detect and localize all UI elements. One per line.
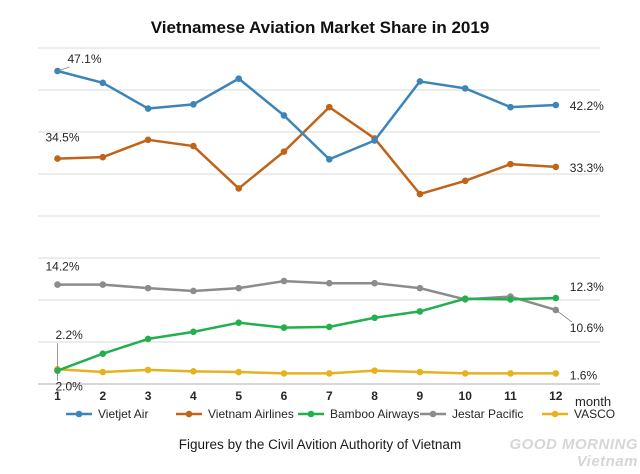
data-point bbox=[416, 368, 424, 376]
data-point bbox=[326, 323, 333, 331]
legend-label: Vietjet Air bbox=[98, 407, 148, 421]
data-point bbox=[371, 314, 378, 322]
legend-label: VASCO bbox=[574, 407, 615, 421]
data-point bbox=[507, 103, 514, 111]
chart-caption: Figures by the Civil Avition Authority o… bbox=[178, 437, 462, 452]
data-point bbox=[190, 328, 197, 336]
x-tick-label: 6 bbox=[281, 389, 288, 403]
data-point bbox=[326, 103, 333, 111]
data-point bbox=[280, 324, 288, 331]
data-point bbox=[99, 79, 107, 87]
data-point bbox=[144, 284, 152, 292]
legend-marker bbox=[429, 410, 437, 418]
series-line bbox=[57, 296, 556, 372]
data-point bbox=[280, 112, 288, 119]
x-axis-label: month bbox=[575, 394, 611, 409]
data-point bbox=[416, 190, 424, 198]
data-point bbox=[280, 148, 288, 155]
x-tick-label: 9 bbox=[417, 389, 424, 403]
data-point bbox=[190, 287, 197, 295]
series-line bbox=[57, 69, 556, 161]
data-point bbox=[371, 367, 378, 374]
data-label: 47.1% bbox=[68, 52, 102, 66]
data-point bbox=[280, 277, 288, 285]
data-point bbox=[190, 101, 197, 108]
data-label: 33.3% bbox=[570, 161, 604, 175]
data-point bbox=[552, 294, 560, 302]
data-point bbox=[190, 368, 197, 375]
data-point bbox=[371, 279, 378, 287]
data-point bbox=[99, 350, 107, 357]
data-point bbox=[552, 370, 560, 377]
chart-title: Vietnamese Aviation Market Share in 2019 bbox=[150, 18, 490, 37]
data-point bbox=[280, 370, 288, 377]
data-point bbox=[552, 101, 560, 109]
legend-label: Jestar Pacific bbox=[452, 407, 523, 421]
legend-marker bbox=[307, 410, 315, 418]
data-point bbox=[99, 368, 107, 376]
data-point bbox=[326, 370, 333, 377]
legend-label: Vietnam Airlines bbox=[208, 407, 294, 421]
data-label: 34.5% bbox=[46, 131, 80, 145]
x-tick-label: 1 bbox=[54, 389, 61, 403]
annotation-leader bbox=[555, 309, 573, 323]
data-point bbox=[144, 105, 152, 112]
x-tick-label: 4 bbox=[190, 389, 197, 403]
data-point bbox=[99, 153, 107, 161]
x-tick-label: 7 bbox=[326, 389, 333, 403]
legend-marker bbox=[75, 410, 83, 418]
data-point bbox=[552, 163, 560, 171]
data-point bbox=[235, 368, 242, 376]
x-tick-label: 3 bbox=[145, 389, 152, 403]
data-label: 12.3% bbox=[570, 280, 604, 294]
data-point bbox=[235, 75, 242, 82]
data-point bbox=[235, 319, 242, 326]
data-label: 1.6% bbox=[570, 368, 598, 382]
data-point bbox=[461, 295, 469, 303]
data-point bbox=[235, 284, 242, 292]
data-point bbox=[507, 296, 514, 303]
x-tick-label: 8 bbox=[371, 389, 378, 403]
data-point bbox=[461, 177, 469, 185]
legend-marker bbox=[551, 410, 559, 418]
data-point bbox=[326, 155, 333, 163]
series-line bbox=[57, 105, 556, 196]
data-point bbox=[416, 308, 424, 315]
series-line bbox=[57, 279, 557, 312]
data-point bbox=[99, 281, 107, 288]
annotation-leader bbox=[57, 66, 70, 72]
data-point bbox=[190, 142, 197, 150]
x-tick-label: 2 bbox=[99, 389, 106, 403]
data-point bbox=[54, 281, 61, 288]
data-point bbox=[416, 284, 424, 292]
data-point bbox=[144, 366, 152, 374]
x-tick-label: 10 bbox=[459, 389, 473, 403]
data-point bbox=[416, 78, 424, 85]
legend-marker bbox=[185, 410, 193, 418]
data-point bbox=[507, 370, 514, 377]
x-tick-label: 11 bbox=[504, 389, 517, 403]
data-label: 42.2% bbox=[570, 99, 604, 113]
data-label: 2.2% bbox=[56, 328, 84, 342]
data-point bbox=[235, 185, 242, 192]
x-tick-label: 5 bbox=[235, 389, 242, 403]
series-line bbox=[57, 367, 556, 375]
legend-label: Bamboo Airways bbox=[330, 407, 419, 421]
data-point bbox=[371, 137, 378, 144]
data-label: 10.6% bbox=[570, 321, 604, 335]
data-point bbox=[144, 136, 152, 144]
data-point bbox=[326, 279, 333, 287]
data-point bbox=[54, 155, 61, 162]
x-tick-label: 12 bbox=[549, 389, 563, 403]
data-point bbox=[507, 160, 514, 168]
data-point bbox=[461, 85, 469, 92]
data-label: 2.0% bbox=[56, 380, 84, 394]
watermark-logo: GOOD MORNING Vietnam bbox=[509, 436, 638, 470]
data-point bbox=[144, 335, 152, 343]
data-point bbox=[461, 370, 469, 377]
data-label: 14.2% bbox=[46, 260, 80, 274]
